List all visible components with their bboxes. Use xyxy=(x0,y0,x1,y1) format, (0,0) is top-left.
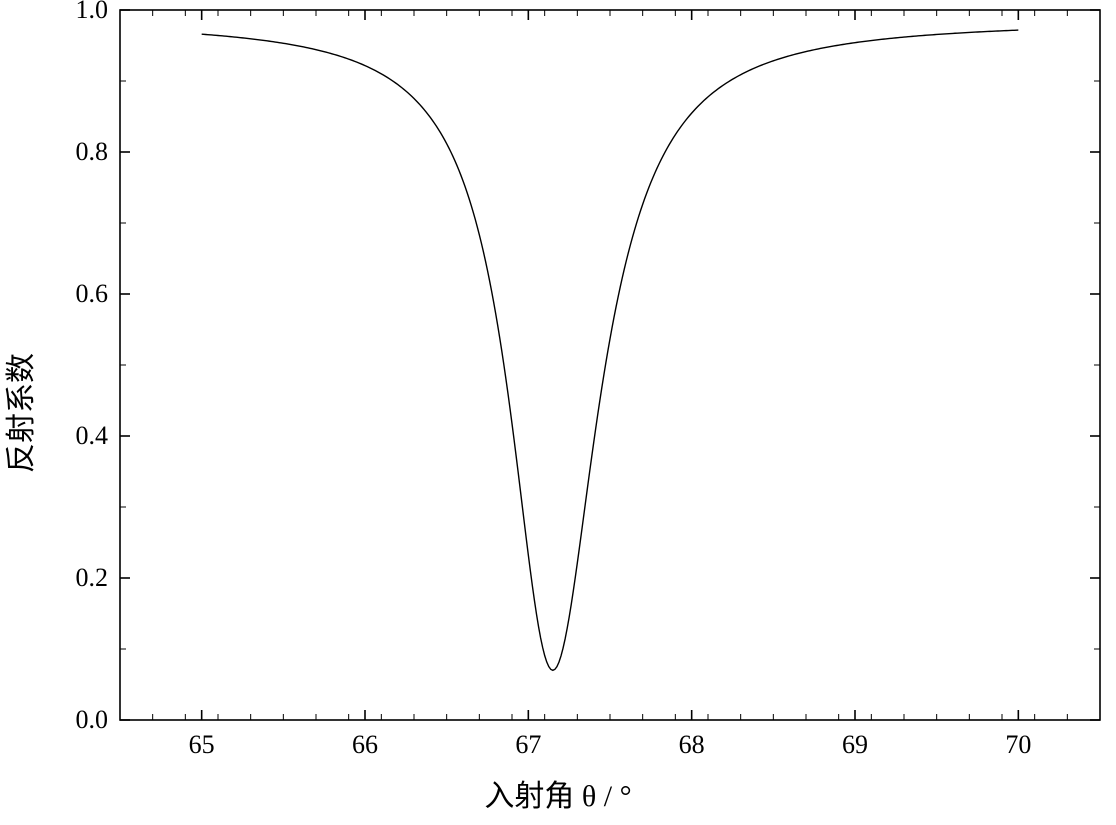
x-tick-label: 67 xyxy=(515,730,541,760)
x-tick-label: 68 xyxy=(679,730,705,760)
y-tick-label: 0.6 xyxy=(76,279,109,309)
chart-svg xyxy=(0,0,1116,825)
y-tick-label: 0.0 xyxy=(76,705,109,735)
y-tick-label: 0.4 xyxy=(76,421,109,451)
y-tick-label: 0.2 xyxy=(76,563,109,593)
y-tick-label: 1.0 xyxy=(76,0,109,25)
x-tick-label: 65 xyxy=(189,730,215,760)
x-tick-label: 69 xyxy=(842,730,868,760)
y-axis-label: 反射系数 xyxy=(0,353,40,473)
x-axis-label: 入射角 θ / ° xyxy=(484,771,631,815)
chart-container: 反射系数 入射角 θ / ° 65 66 67 68 69 70 0.0 0.2 0.4 0.6 0… xyxy=(0,0,1116,825)
y-tick-label: 0.8 xyxy=(76,137,109,167)
resonance-curve xyxy=(202,30,1019,670)
plot-frame xyxy=(120,10,1100,720)
x-tick-label: 70 xyxy=(1005,730,1031,760)
x-tick-label: 66 xyxy=(352,730,378,760)
